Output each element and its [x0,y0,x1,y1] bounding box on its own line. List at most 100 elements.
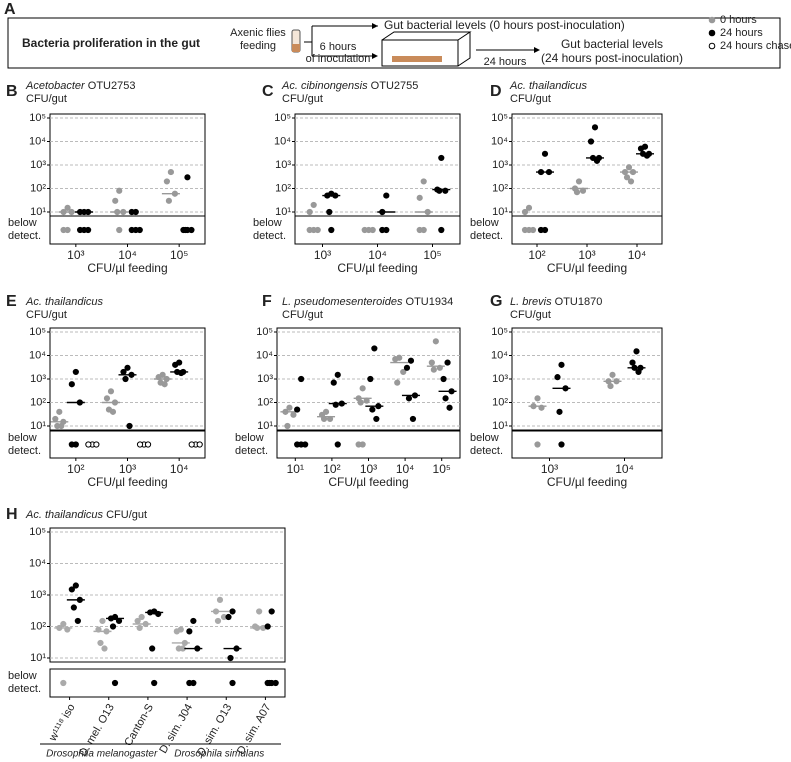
legend-swatch [708,29,716,37]
point [64,204,71,211]
point [294,406,301,413]
x-tick-label: 10² [67,462,84,476]
point [165,197,172,204]
group-label: Drosophila melanogaster [46,749,158,760]
below-label: below [235,432,264,444]
y-tick-label: 10⁵ [256,326,273,338]
y-axis-label: CFU/gut [106,509,147,521]
x-tick-label: 10⁴ [615,462,634,476]
point [635,368,642,376]
point [383,192,390,199]
point [623,174,631,181]
charts: B Acetobacter OTU2753CFU/gutbelowdetect.1… [6,80,663,760]
below-point [196,441,203,448]
inoculation-text: of inoculation [306,53,371,65]
point [541,150,549,157]
point [416,194,423,201]
point [625,164,633,171]
y-axis-label: CFU/gut [26,93,67,105]
y-tick-label: 10¹ [30,206,46,218]
point [184,174,191,181]
point [409,415,417,423]
point [109,408,117,415]
point [633,348,640,355]
point [58,422,65,430]
below-label: below [253,217,282,229]
x-tick-label: w¹¹¹⁸ iso [46,702,77,744]
point [256,608,263,615]
below-point [111,679,119,687]
point [367,375,374,383]
y-tick-label: 10¹ [257,420,273,432]
point [403,364,411,371]
point [264,623,271,630]
point [371,345,378,352]
y-tick-label: 10¹ [492,420,508,432]
point [525,204,533,211]
below-point [521,226,529,234]
point [268,608,275,615]
point [124,364,131,371]
below-point [182,226,189,234]
x-tick-label: 10² [323,462,340,476]
point [440,375,447,383]
point [134,617,141,625]
point [310,201,317,209]
point [109,623,117,630]
point [534,395,541,402]
cage-icon [381,31,472,67]
point [190,617,197,625]
panel: G L. brevis OTU1870CFU/gutbelowdetect.10¹… [470,293,663,489]
point [68,586,75,593]
species: Ac. cibinongensis [281,80,368,92]
point [438,154,445,162]
below-label: below [470,217,499,229]
panel-letter: F [262,293,272,310]
point [126,422,133,430]
point [122,375,129,383]
y-tick-label: 10¹ [30,420,46,432]
point [629,359,636,366]
interval-text: 24 hours [484,56,527,68]
x-tick-label: 10³ [360,462,377,476]
point [178,369,185,377]
y-tick-label: 10⁵ [29,112,46,124]
point [290,411,297,418]
below-point [272,679,279,687]
point [99,617,106,625]
point [554,374,561,381]
below-point [151,679,158,687]
point [446,404,453,411]
x-tick-label: D. sim. J04 [157,702,195,756]
point [128,208,135,216]
inoculation-text: 6 hours [320,41,357,53]
below-point [186,679,193,687]
y-tick-label: 10² [257,396,273,408]
vial-food [292,44,300,52]
below-point [188,441,195,448]
level-0h: Gut bacterial levels (0 hours post-inocu… [384,18,625,32]
point [97,639,104,647]
panel-letter: A [4,1,16,18]
x-tick-label: 10⁴ [368,248,387,262]
point [394,379,401,386]
x-tick-label: 10⁴ [170,462,189,476]
below-label: below [8,432,37,444]
point [214,617,222,625]
x-tick-label: 10⁴ [118,248,137,262]
point [573,189,581,196]
below-point [379,226,386,234]
y-tick-label: 10⁴ [274,135,291,147]
level-24h: (24 hours post-inoculation) [541,51,683,65]
panel-title: Acetobacter OTU2753 [25,80,135,92]
point [609,371,616,378]
below-point [438,226,445,234]
legend-label: 24 hours chaser [720,40,791,52]
point [60,620,67,628]
below-point [558,441,565,448]
below-point [534,441,541,448]
strain: OTU2753 [88,80,136,92]
x-tick-label: 10¹ [287,462,304,476]
below-point [93,441,100,448]
